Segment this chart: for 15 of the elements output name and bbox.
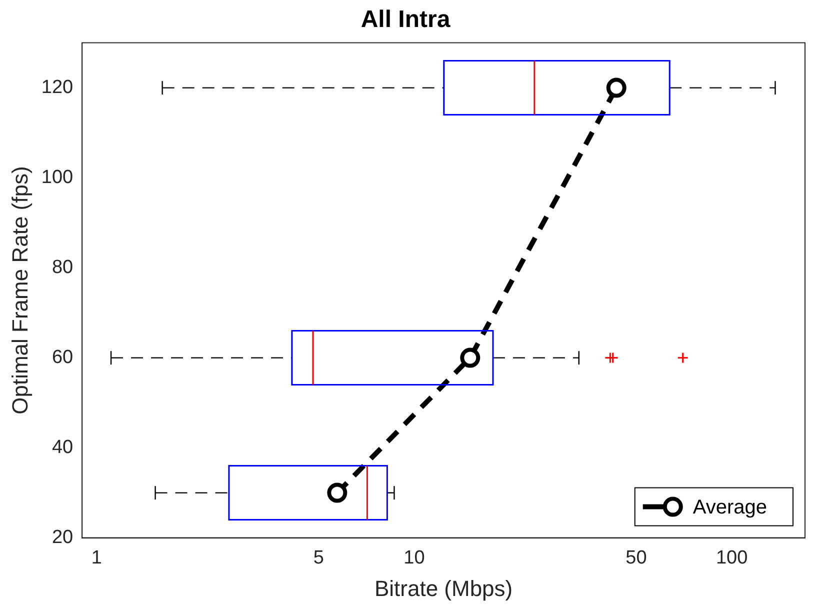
chart-title: All Intra bbox=[360, 6, 451, 34]
y-axis-title: Optimal Frame Rate (fps) bbox=[7, 166, 32, 414]
x-tick-label: 1 bbox=[91, 547, 102, 568]
x-tick-label: 10 bbox=[404, 547, 425, 568]
y-tick-label: 40 bbox=[52, 437, 74, 458]
x-tick-label: 5 bbox=[313, 547, 324, 568]
y-tick-label: 80 bbox=[52, 257, 74, 278]
y-tick-label: 20 bbox=[52, 527, 74, 548]
y-tick-label: 60 bbox=[52, 347, 74, 368]
y-tick-label: 120 bbox=[41, 77, 74, 98]
y-tick-label: 100 bbox=[41, 167, 74, 188]
legend-label: Average bbox=[692, 496, 768, 518]
x-axis-title: Bitrate (Mbps) bbox=[374, 576, 513, 601]
x-tick-label: 100 bbox=[716, 547, 748, 568]
x-tick-label: 50 bbox=[626, 547, 647, 568]
